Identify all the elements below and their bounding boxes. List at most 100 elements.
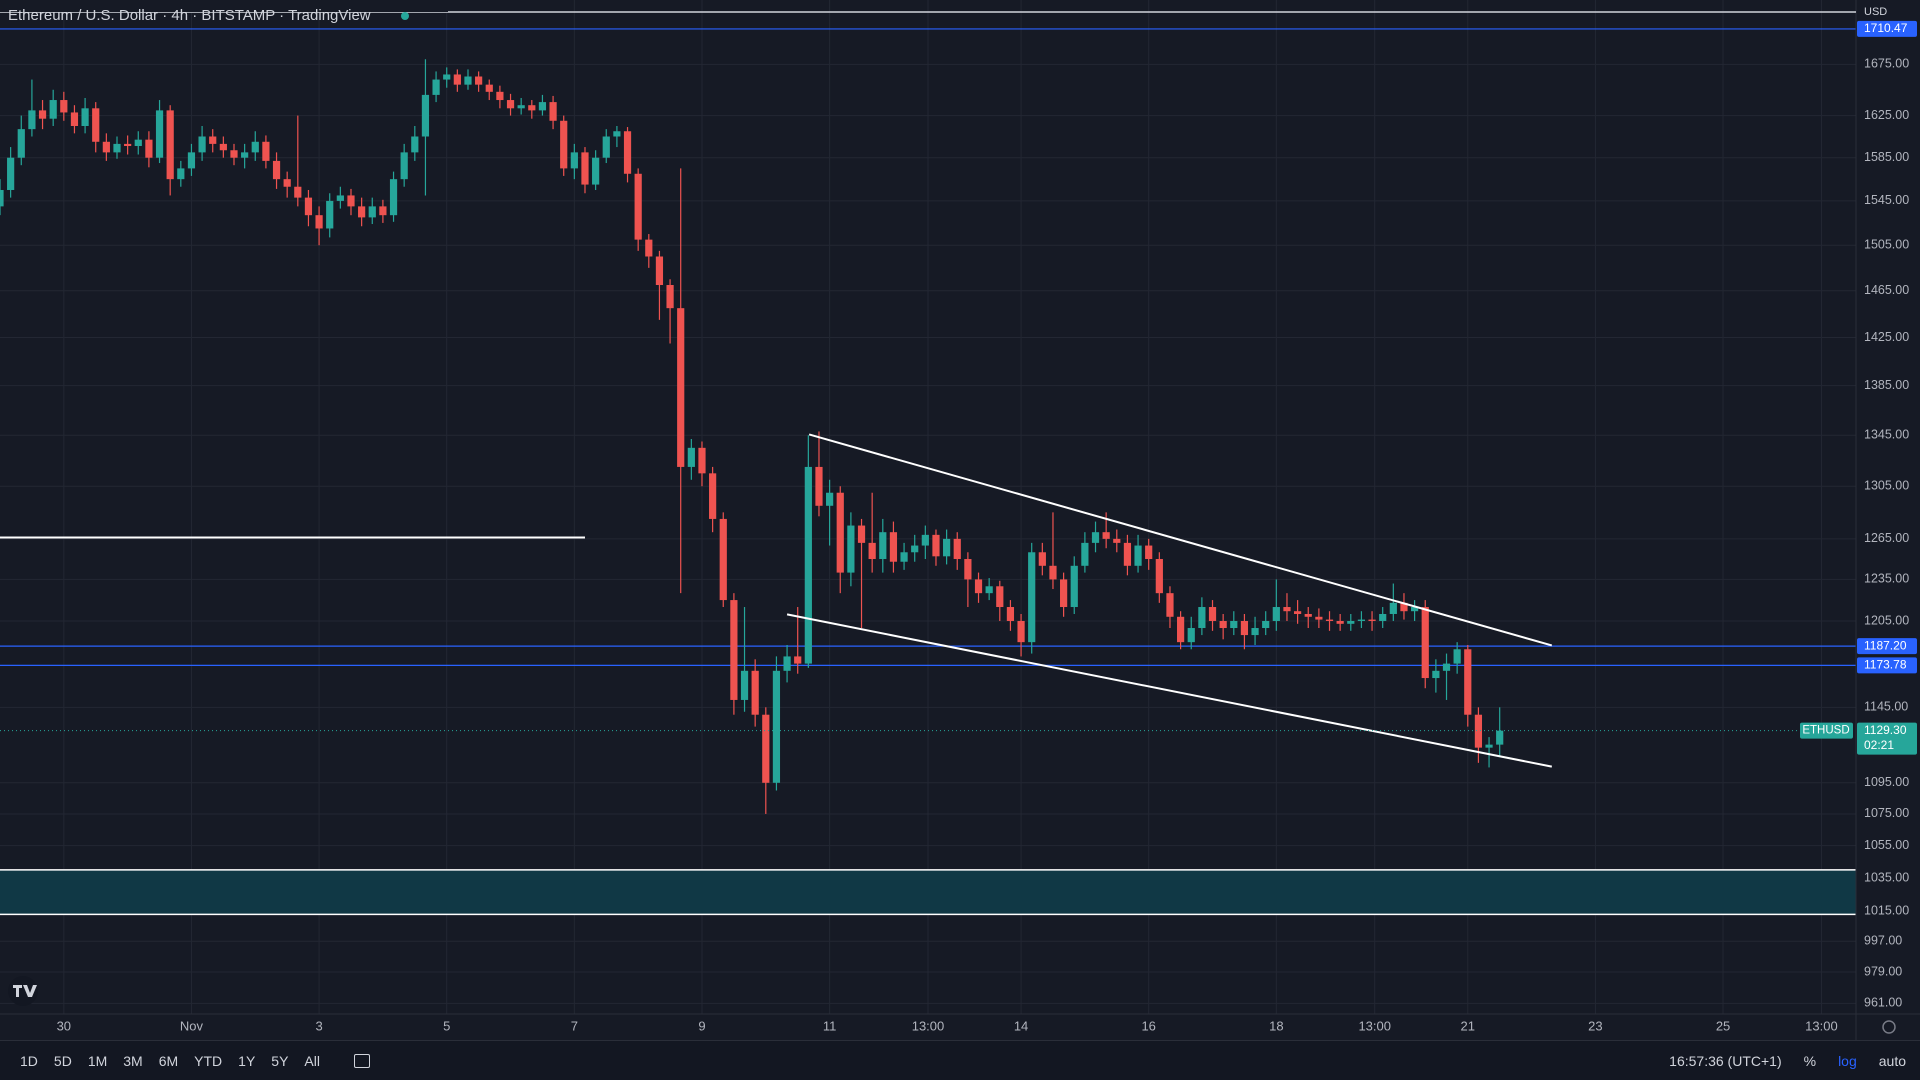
y-tick-label: 1235.00 [1864, 572, 1909, 586]
candle-body [358, 206, 366, 218]
x-tick-label: 25 [1716, 1018, 1730, 1033]
candle-body [81, 108, 89, 127]
scale-option[interactable]: log [1838, 1052, 1857, 1069]
candle-body [974, 579, 983, 594]
date-range-button[interactable] [353, 1053, 370, 1068]
candle-body [1283, 607, 1291, 612]
candle-body [1304, 613, 1312, 617]
candle-body [783, 656, 791, 671]
candle-body [1421, 607, 1429, 679]
candle-body [506, 100, 515, 109]
settings-icon[interactable] [1882, 1020, 1896, 1034]
price-tag-label: 1187.20 [1864, 638, 1907, 652]
candle-body [1294, 611, 1302, 614]
candle-body [1272, 607, 1280, 621]
candle-body [528, 105, 536, 111]
candle-body [666, 285, 674, 309]
candle-body [1411, 607, 1419, 612]
candle-body [485, 84, 493, 92]
candle-body [1219, 620, 1227, 629]
x-tick-label: 13:00 [1358, 1018, 1391, 1033]
y-tick-label: 1205.00 [1864, 613, 1909, 627]
symbol-tag [1800, 722, 1853, 739]
y-tick-label: 1675.00 [1864, 57, 1909, 71]
candle-body [1379, 613, 1387, 621]
candle-body [762, 714, 770, 783]
candle-body [889, 532, 898, 562]
options-group: 16:57:36 (UTC+1) % log auto [1669, 1053, 1906, 1069]
currency[interactable]: USD [1864, 6, 1887, 18]
candle-body [294, 186, 302, 198]
timeframe-button[interactable]: YTD [194, 1052, 223, 1069]
x-tick-label: 7 [571, 1018, 578, 1033]
candle-body [272, 160, 281, 180]
candle-body [1102, 532, 1110, 539]
drawn-line [808, 433, 1553, 647]
y-tick-label: 1305.00 [1864, 479, 1909, 493]
y-tick-label: 1505.00 [1864, 238, 1909, 252]
candle-body [1453, 649, 1461, 664]
y-tick-label: 1585.00 [1864, 150, 1909, 164]
x-tick-label: 16 [1141, 1018, 1155, 1033]
candle-body [900, 552, 908, 562]
candle-body [996, 586, 1004, 608]
scale-option[interactable]: % [1803, 1052, 1817, 1069]
candle-body [581, 152, 589, 185]
candle-body [1432, 670, 1440, 679]
candle-body [496, 91, 504, 101]
candle-body [1060, 579, 1068, 608]
candle-body [1028, 552, 1036, 643]
candle-body [411, 136, 419, 153]
timeframe-button[interactable]: 5Y [271, 1052, 289, 1069]
candle-body [1262, 620, 1270, 629]
candle-body [1347, 620, 1355, 624]
candle-body [1485, 744, 1493, 748]
candle-body [1464, 649, 1472, 715]
candle-body [538, 102, 547, 111]
background [0, 0, 1920, 1040]
candle-body [124, 143, 132, 147]
candle-body [134, 139, 142, 147]
candle-body [687, 447, 695, 467]
candle-body [730, 600, 738, 700]
y-tick-label: 1265.00 [1864, 531, 1909, 545]
scale-option[interactable]: auto [1878, 1052, 1906, 1069]
price-tag-label: 1173.78 [1864, 658, 1907, 672]
x-tick-label: Nov [180, 1018, 204, 1033]
candle-body [187, 152, 196, 169]
timeframe-button[interactable]: 1D [20, 1052, 38, 1069]
candle-body [751, 670, 759, 715]
y-tick-label: 997.00 [1864, 934, 1902, 948]
support-zone [0, 869, 1856, 915]
candle-body [347, 195, 355, 207]
y-tick-label: 1015.00 [1864, 903, 1909, 917]
candle-body [145, 139, 153, 158]
candle-body [453, 74, 461, 85]
candle-body [230, 150, 238, 158]
timeframe-button[interactable]: 3M [123, 1052, 143, 1069]
candle-body [549, 102, 557, 121]
candle-body [1155, 559, 1163, 594]
candle-body [932, 534, 940, 557]
plot [0, 28, 1856, 916]
candle-body [570, 152, 578, 169]
chart-title: Ethereum / U.S. Dollar · 4h · BITSTAMP ·… [8, 7, 371, 24]
candle-body [1049, 565, 1057, 580]
candle-body [336, 195, 344, 201]
x-tick-label: 9 [698, 1018, 705, 1033]
price-tag [1857, 657, 1917, 674]
y-tick-label: 1625.00 [1864, 108, 1909, 122]
candle-body [1134, 545, 1142, 566]
timeframe-button[interactable]: All [304, 1052, 320, 1069]
x-tick-label: 30 [57, 1018, 71, 1033]
timeframe-button[interactable]: 1M [87, 1052, 108, 1069]
candle-body [262, 141, 270, 161]
x-tick-label: 14 [1014, 1018, 1028, 1033]
timeframe-button[interactable]: 5D [53, 1052, 72, 1069]
candle-body [709, 473, 717, 519]
candle-body [219, 143, 227, 151]
x-tick-label: 3 [315, 1018, 322, 1033]
candle-body [283, 179, 291, 187]
timeframe-button[interactable]: 6M [158, 1052, 179, 1069]
timeframe-button[interactable]: 1Y [238, 1052, 256, 1069]
